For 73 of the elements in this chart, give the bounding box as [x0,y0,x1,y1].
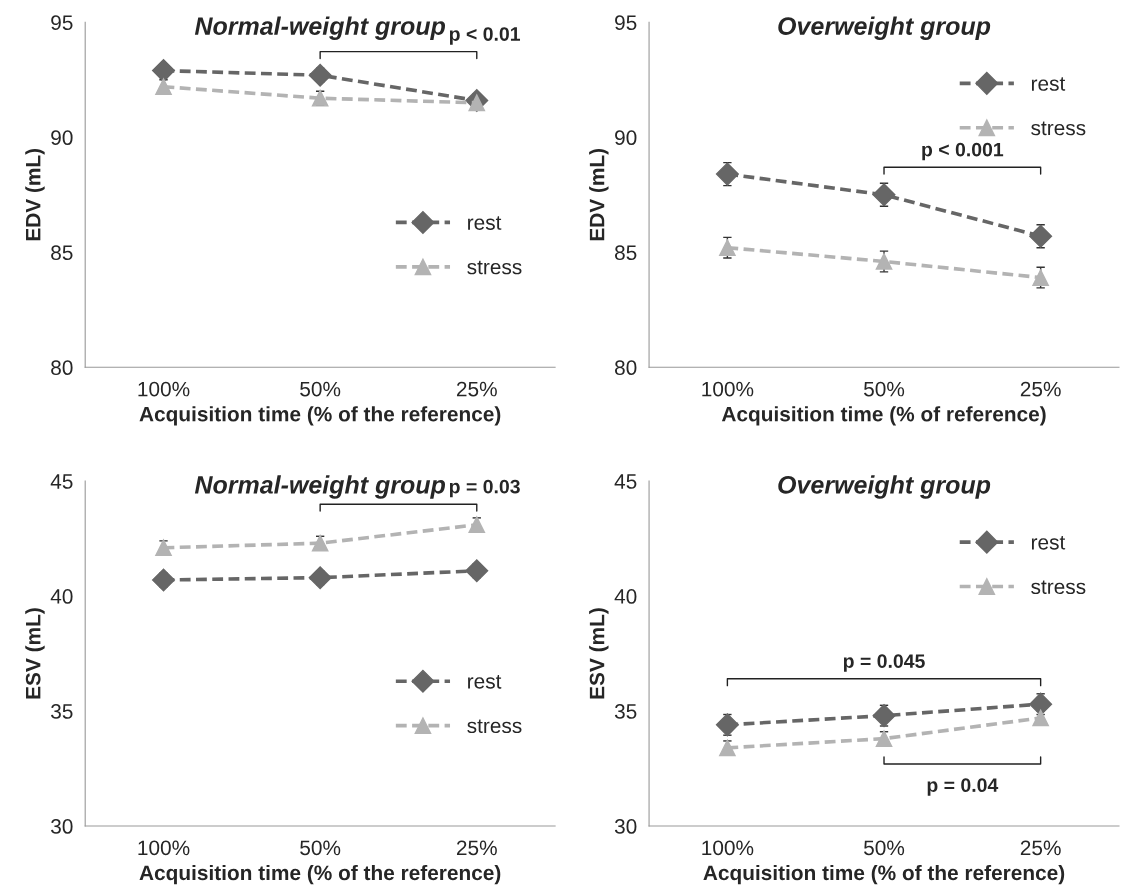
legend-label: stress [1031,121,1086,136]
y-tick-label: 90 [51,130,73,146]
legend-label: stress [467,260,522,275]
y-tick-label: 40 [614,589,637,604]
point [1032,709,1049,727]
y-tick-label: 90 [615,130,637,146]
x-axis-title: Acquisition time (% of the reference) [139,406,501,426]
y-axis-title: ESV (mL) [25,608,45,699]
x-tick-label: 25% [1020,381,1061,397]
point [872,704,896,728]
annotation: p = 0.045 [843,654,925,672]
chart-title: Normal-weight group [194,16,446,40]
x-tick-label: 50% [300,381,341,397]
legend-label: stress [1031,580,1086,595]
annotation: p < 0.01 [449,27,521,45]
y-axis-title: ESV (mL) [589,608,609,699]
point [308,63,332,87]
x-axis-title: Acquisition time (% of reference) [721,406,1046,426]
x-tick-label: 100% [702,840,754,856]
x-tick-label: 25% [456,381,497,397]
point [155,78,172,96]
chart-title: Normal-weight group [194,475,446,499]
y-axis-title: EDV (mL) [25,148,45,241]
y-axis-title: EDV (mL) [589,148,609,241]
x-axis-title: Acquisition time (% of the reference) [139,864,501,885]
y-tick-label: 95 [615,15,637,31]
y-tick-label: 45 [50,474,73,489]
point [715,713,739,737]
chart-title: Overweight group [778,475,991,499]
x-axis-title: Acquisition time (% of the reference) [703,864,1065,885]
point [311,89,329,107]
annotation: p < 0.001 [922,142,1004,161]
point [1029,224,1053,248]
annotation: p = 0.04 [927,778,999,796]
point [155,539,172,557]
y-tick-label: 85 [615,245,637,261]
x-tick-label: 50% [864,840,905,856]
x-tick-label: 100% [702,381,754,397]
legend-label: rest [1031,77,1066,91]
x-tick-label: 100% [138,381,190,397]
y-tick-label: 95 [51,15,73,31]
y-tick-label: 40 [50,589,73,604]
point [152,59,176,83]
point [875,253,893,270]
y-tick-label: 35 [614,704,637,719]
x-tick-label: 25% [1020,840,1061,856]
point [465,559,489,583]
y-tick-label: 30 [51,819,73,834]
y-tick-label: 85 [51,245,73,261]
annotation: p = 0.03 [449,479,520,498]
legend-label: rest [468,675,502,689]
point [872,183,896,207]
legend-label: rest [468,216,502,230]
point [715,162,739,186]
y-tick-label: 80 [615,360,637,376]
point [875,730,893,747]
chart-title: Overweight group [778,16,991,40]
legend-label: stress [467,719,522,734]
point [311,534,329,552]
point [719,739,736,757]
legend-label: rest [1031,535,1066,550]
y-tick-label: 35 [51,704,73,719]
point [468,516,486,534]
point [152,568,176,592]
point [308,566,332,590]
y-tick-label: 45 [614,474,637,489]
point [1029,692,1053,716]
y-tick-label: 30 [614,819,637,834]
x-tick-label: 100% [138,840,190,856]
x-tick-label: 50% [300,840,341,856]
x-tick-label: 50% [864,381,905,397]
y-tick-label: 80 [51,360,73,376]
x-tick-label: 25% [456,840,497,856]
